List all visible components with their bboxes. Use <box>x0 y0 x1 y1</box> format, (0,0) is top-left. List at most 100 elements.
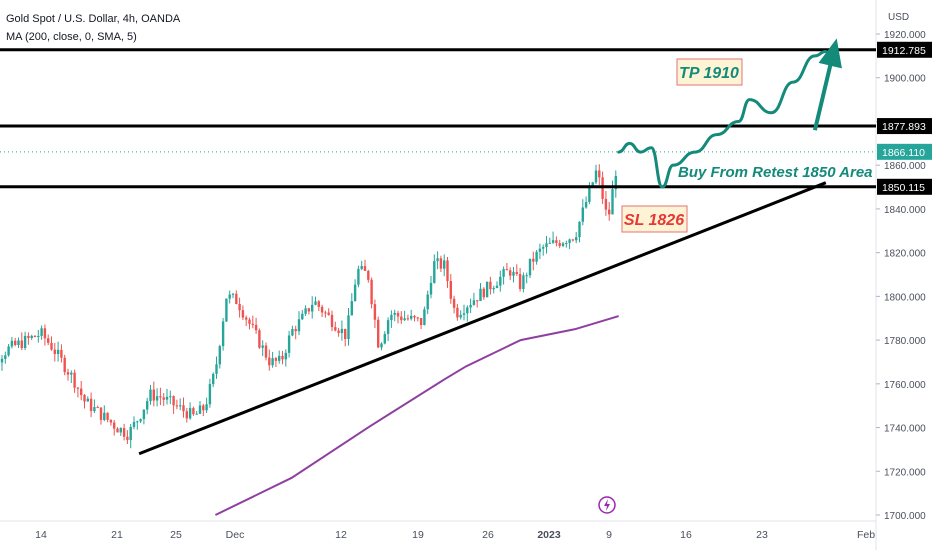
candle-body <box>63 357 66 373</box>
candle-body <box>548 242 551 244</box>
candle-body <box>278 355 281 361</box>
candle-body <box>518 273 522 289</box>
candle-body <box>350 301 353 316</box>
symbol-title[interactable]: Gold Spot / U.S. Dollar, 4h, OANDA <box>6 13 181 25</box>
time-tick-label: 9 <box>606 529 612 541</box>
candle-body <box>591 182 594 187</box>
candle-body <box>314 301 317 305</box>
candle-body <box>311 304 314 312</box>
lightning-icon <box>604 499 610 511</box>
candle-body <box>429 282 433 295</box>
candle-body <box>119 428 122 433</box>
candle-body <box>106 412 109 420</box>
candle-body <box>70 372 73 375</box>
candle-body <box>175 405 179 407</box>
time-tick-label: 12 <box>335 529 347 541</box>
time-tick-label: 21 <box>111 529 123 541</box>
candle-body <box>116 428 119 433</box>
candle-body <box>47 338 50 343</box>
event-icon <box>598 496 616 514</box>
candle-body <box>215 364 218 374</box>
candle-body <box>449 281 452 299</box>
candle-body <box>33 335 37 337</box>
candle-body <box>611 189 614 215</box>
candle-body <box>297 319 301 332</box>
candle-body <box>40 328 43 336</box>
candle-body <box>344 328 347 340</box>
candle-body <box>502 269 505 277</box>
candle-body <box>268 357 271 366</box>
candle-body <box>584 202 588 208</box>
candle-body <box>142 409 146 420</box>
price-tick-label: 1900.000 <box>884 74 926 85</box>
candle-body <box>578 221 581 238</box>
candle-body <box>393 312 396 315</box>
candle-body <box>245 317 248 320</box>
candle-body <box>238 304 241 311</box>
candle-body <box>225 298 228 322</box>
candle-body <box>598 170 601 178</box>
candle-body <box>241 310 245 318</box>
candle-body <box>66 372 70 375</box>
candle-body <box>558 243 561 246</box>
candle-body <box>172 396 175 406</box>
candle-body <box>608 209 611 215</box>
time-tick-label: 25 <box>170 529 182 541</box>
candle-body <box>406 318 410 320</box>
candle-body <box>604 198 608 210</box>
candle-body <box>218 346 221 365</box>
indicator-label[interactable]: MA (200, close, 0, SMA, 5) <box>6 31 137 43</box>
time-tick-label: 26 <box>482 529 494 541</box>
candle-body <box>357 268 360 285</box>
candle-body <box>423 309 426 326</box>
candle-body <box>588 186 591 203</box>
candle-body <box>396 312 400 317</box>
price-tick-label: 1700.000 <box>884 511 926 522</box>
time-axis-ticks: 14 21 25 Dec 12 19 26 2023 9 16 23 Feb <box>35 529 875 541</box>
price-tick-label: 1780.000 <box>884 336 926 347</box>
candle-body <box>60 349 63 358</box>
time-tick-label: Feb <box>857 529 875 541</box>
price-tick-label: 1740.000 <box>884 424 926 435</box>
level-price-badge <box>877 118 932 135</box>
candle-body <box>212 373 215 385</box>
candle-body <box>89 398 93 412</box>
candle-body <box>561 243 565 246</box>
candle-body <box>400 316 403 321</box>
candle-body <box>126 436 129 441</box>
candle-body <box>462 313 466 315</box>
candle-body <box>320 306 324 313</box>
projected-price-path <box>617 49 828 189</box>
candle-body <box>162 397 165 400</box>
candle-body <box>261 345 264 348</box>
candle-body <box>146 401 149 410</box>
candle-body <box>254 324 258 331</box>
ascending-trendline <box>138 181 827 456</box>
candle-body <box>7 346 10 356</box>
candle-body <box>555 240 558 244</box>
candle-body <box>0 358 4 363</box>
candle-body <box>291 329 294 336</box>
candle-body <box>198 405 202 414</box>
candle-body <box>155 396 159 401</box>
candle-body <box>264 345 268 358</box>
candle-body <box>495 285 499 288</box>
candle-body <box>532 258 535 262</box>
price-tick-label: 1720.000 <box>884 467 926 478</box>
sl-label-box <box>621 205 688 233</box>
level-price-label: 1850.115 <box>882 182 925 194</box>
candle-body <box>159 396 162 398</box>
candle-body <box>208 384 212 405</box>
candle-body <box>327 312 330 315</box>
candle-body <box>512 272 515 276</box>
candle-body <box>542 247 545 249</box>
candle-body <box>594 170 598 183</box>
candle-body <box>258 330 261 348</box>
candle-body <box>132 421 136 427</box>
candle-body <box>551 240 555 243</box>
candle-body <box>136 421 139 423</box>
candle-body <box>235 293 238 305</box>
level-price-badge <box>877 41 932 58</box>
